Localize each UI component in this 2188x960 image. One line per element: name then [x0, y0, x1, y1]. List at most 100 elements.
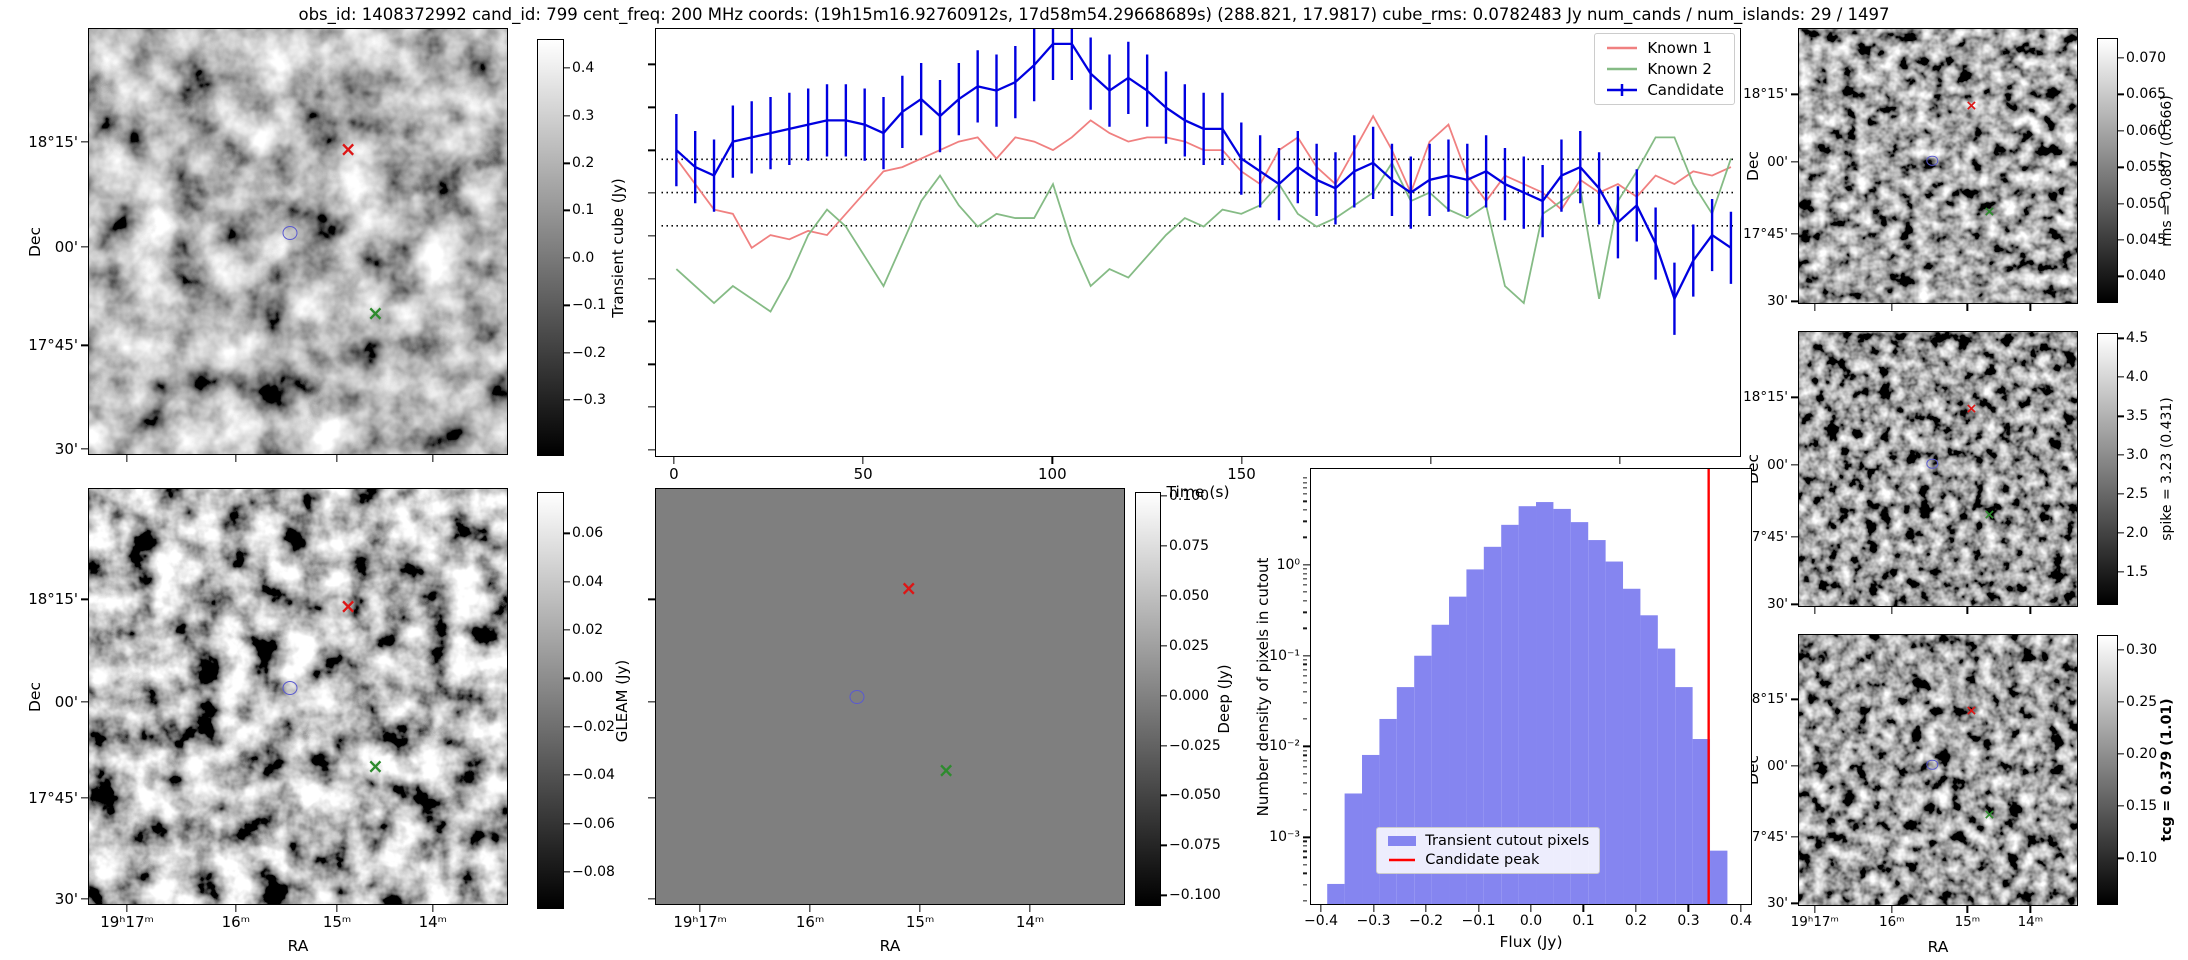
ra-tick-mark: [235, 905, 237, 912]
ra-tick-mark: [1029, 905, 1031, 912]
transient-colorbar: Transient cube (Jy) 0.4 0.3 0.2 0.1 0.0 −0.1 −…: [537, 39, 627, 456]
ra-tick-mark: [1814, 304, 1816, 311]
histogram-legend: Transient cutout pixels Candidate peak: [1376, 827, 1601, 875]
density-minor-tick-mark: [1303, 493, 1307, 495]
gleam-cbar-tick-mark: [564, 629, 570, 631]
transient-cbar-tick-mark: [564, 304, 570, 307]
gleam-cbar-tick-mark: [564, 774, 570, 776]
dec-tick-mark: [648, 898, 655, 900]
candidate-peak-line-sample: [1389, 859, 1416, 862]
density-minor-tick-mark: [1303, 718, 1307, 720]
transient-cbar-tick-mark: [564, 399, 570, 401]
ra-axis-label: RA: [287, 937, 309, 955]
flux-tick-label: −0.1: [1461, 913, 1496, 929]
ra-tick-mark: [1966, 607, 1969, 614]
spike-cbar-tick-mark: [2118, 493, 2124, 495]
flux-tick-label: 0.1: [1572, 913, 1595, 929]
ra-tick-mark: [126, 455, 128, 462]
density-minor-tick-mark: [1303, 702, 1307, 704]
rms-cbar-tick-label: 0.070: [2126, 50, 2167, 67]
spike-cbar-tick-label: 4.0: [2126, 369, 2149, 386]
deep-cbar-tick-label: 0.100: [1169, 488, 1210, 505]
candidate-circle-marker: [1926, 458, 1939, 469]
density-minor-tick-mark: [1303, 611, 1307, 613]
tcg-cbar-tick-mark: [2118, 753, 2124, 755]
flux-tick-mark: [1635, 905, 1637, 912]
candidate-errorbar-sample: [1607, 84, 1638, 96]
ra-tick-mark: [2029, 304, 2032, 311]
legend-label-known1: Known 1: [1647, 39, 1712, 57]
dec-tick-label: 30': [1767, 895, 1788, 912]
ra-tick-label: 16ᵐ: [795, 913, 825, 931]
ra-tick-mark: [2029, 906, 2032, 913]
gleam-cbar-tick-label: −0.08: [572, 863, 615, 880]
rms-panel: × × Dec 18°15' 00' 17°45' 30': [1743, 28, 2078, 311]
rms-cbar-tick-label: 0.055: [2126, 159, 2167, 176]
lightcurve-plot-area: [655, 28, 1741, 457]
flux-tick-mark: [648, 63, 655, 66]
dec-tick-label: 17°45': [1743, 828, 1788, 845]
dec-tick-label: 18°15': [28, 590, 78, 609]
known1-line-sample: [1607, 46, 1638, 50]
gleam-colorbar: GLEAM (Jy) 0.06 0.04 0.02 0.00 −0.02 −0.04 −0.…: [537, 492, 631, 909]
gleam-colorbar-label: GLEAM (Jy): [613, 659, 631, 742]
candidate-circle-marker: [282, 681, 298, 696]
density-minor-tick-mark: [1303, 669, 1307, 671]
known-source-1-x-marker: ×: [1965, 98, 1978, 115]
dec-tick-mark: [81, 598, 88, 600]
density-minor-tick-mark: [1303, 900, 1307, 902]
transient-cbar-tick-label: 0.1: [572, 202, 595, 219]
known-source-2-x-marker: ×: [1983, 807, 1996, 824]
flux-tick-mark: [1372, 905, 1375, 912]
dec-tick-label: 17°45': [28, 788, 78, 807]
rms-cbar-tick-mark: [2118, 130, 2124, 132]
legend-entry-candidate: Candidate: [1605, 81, 1724, 99]
gleam-cbar-tick-label: 0.04: [572, 573, 604, 590]
density-minor-tick-mark: [1303, 659, 1307, 661]
time-tick-mark: [673, 457, 675, 464]
tcg-cbar-tick-label: 0.30: [2126, 641, 2158, 658]
spike-colorbar-gradient: [2097, 333, 2118, 605]
density-tick-label: 10⁻³: [1269, 829, 1300, 846]
gleam-cbar-tick-label: −0.06: [572, 815, 615, 832]
ra-tick-label: 14ᵐ: [418, 913, 448, 931]
rms-colorbar: rms = 0.0807 (0.666) 0.070 0.065 0.060 0.05…: [2097, 38, 2175, 303]
density-minor-tick-mark: [1303, 578, 1307, 580]
dec-tick-mark: [81, 898, 88, 900]
candidate-circle-marker: [1926, 155, 1939, 166]
ra-tick-label: 14ᵐ: [1015, 913, 1045, 931]
dec-tick-label: 17°45': [1743, 225, 1788, 242]
ra-tick-label: 19ʰ17ᵐ: [673, 913, 727, 931]
density-minor-tick-mark: [1303, 773, 1307, 775]
tcg-image: × ×: [1798, 634, 2078, 906]
deep-cbar-tick-mark: [1161, 744, 1167, 747]
time-tick-label: 100: [1037, 465, 1067, 483]
dec-tick-mark: [648, 701, 655, 703]
gleam-cbar-tick-mark: [564, 580, 570, 583]
flux-tick-label: −0.2: [1409, 913, 1443, 929]
gleam-cbar-tick-label: 0.00: [572, 670, 604, 687]
ra-tick-mark: [235, 455, 237, 462]
dec-tick-mark: [81, 701, 88, 703]
density-minor-tick-mark: [1303, 509, 1307, 511]
gleam-cbar-tick-label: −0.04: [572, 767, 615, 784]
flux-tick-label: 0.0: [1519, 913, 1543, 929]
spike-image: × ×: [1798, 331, 2078, 607]
legend-entry-known1: Known 1: [1605, 39, 1724, 57]
dec-tick-mark: [1791, 535, 1798, 538]
deep-cbar-tick-label: −0.100: [1169, 887, 1221, 904]
ra-tick-mark: [336, 905, 338, 912]
transient-colorbar-label: Transient cube (Jy): [609, 177, 627, 318]
spike-cbar-tick-mark: [2118, 415, 2124, 417]
deep-cbar-tick-mark: [1161, 894, 1167, 896]
ra-tick-label: 15ᵐ: [905, 913, 935, 931]
density-minor-tick-mark: [1303, 749, 1307, 752]
dec-tick-label: 18°15': [1743, 691, 1788, 708]
density-minor-tick-mark: [1303, 864, 1307, 866]
flux-tick-mark: [648, 277, 655, 280]
ra-tick-mark: [336, 455, 338, 462]
tcg-cbar-tick-mark: [2118, 805, 2124, 807]
dec-tick-label: 00': [1767, 456, 1788, 473]
ra-axis-label: RA: [1927, 938, 1949, 956]
transient-cbar-tick-label: 0.4: [572, 60, 595, 77]
